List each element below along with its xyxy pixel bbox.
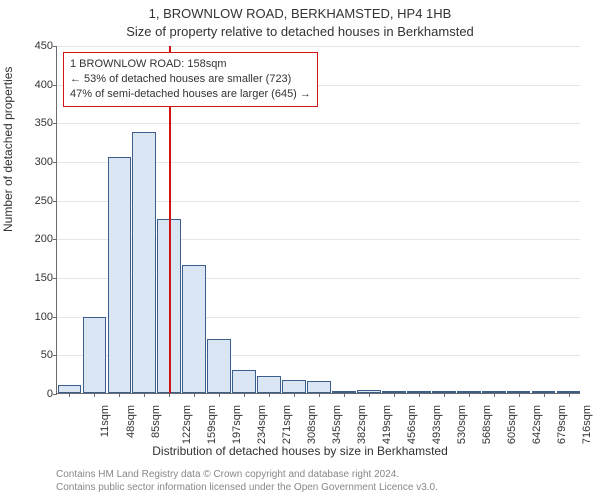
histogram-bar <box>307 381 331 393</box>
x-tick-mark <box>194 393 195 397</box>
x-tick-mark <box>544 393 545 397</box>
y-tick-label: 300 <box>17 156 57 168</box>
title-line-1: 1, BROWNLOW ROAD, BERKHAMSTED, HP4 1HB <box>0 6 600 21</box>
x-tick-label: 679sqm <box>556 405 568 444</box>
x-tick-label: 308sqm <box>306 405 318 444</box>
y-tick-label: 50 <box>17 349 57 361</box>
gridline <box>57 46 580 47</box>
x-tick-mark <box>494 393 495 397</box>
plot-area: 05010015020025030035040045011sqm48sqm85s… <box>56 46 580 394</box>
histogram-bar <box>83 317 107 393</box>
x-tick-mark <box>319 393 320 397</box>
credits-line-1: Contains HM Land Registry data © Crown c… <box>56 468 438 481</box>
x-tick-label: 419sqm <box>381 405 393 444</box>
x-tick-label: 382sqm <box>356 405 368 444</box>
x-tick-mark <box>69 393 70 397</box>
x-tick-label: 271sqm <box>281 405 293 444</box>
x-tick-mark <box>394 393 395 397</box>
x-tick-mark <box>419 393 420 397</box>
y-tick-label: 100 <box>17 311 57 323</box>
x-tick-label: 48sqm <box>125 405 137 438</box>
x-tick-label: 456sqm <box>406 405 418 444</box>
x-tick-label: 716sqm <box>581 405 593 444</box>
x-tick-label: 605sqm <box>506 405 518 444</box>
x-tick-mark <box>219 393 220 397</box>
x-tick-label: 493sqm <box>431 405 443 444</box>
info-line-3: 47% of semi-detached houses are larger (… <box>70 87 311 102</box>
histogram-bar <box>232 370 256 393</box>
x-tick-label: 568sqm <box>481 405 493 444</box>
credits-line-2: Contains public sector information licen… <box>56 481 438 494</box>
x-tick-label: 197sqm <box>231 405 243 444</box>
y-tick-label: 150 <box>17 272 57 284</box>
y-tick-label: 400 <box>17 79 57 91</box>
x-tick-mark <box>144 393 145 397</box>
x-tick-mark <box>444 393 445 397</box>
x-tick-label: 642sqm <box>531 405 543 444</box>
x-tick-label: 85sqm <box>150 405 162 438</box>
x-tick-label: 122sqm <box>181 405 193 444</box>
x-tick-mark <box>294 393 295 397</box>
x-tick-label: 234sqm <box>256 405 268 444</box>
x-tick-mark <box>469 393 470 397</box>
title-line-2: Size of property relative to detached ho… <box>0 24 600 39</box>
y-tick-label: 350 <box>17 117 57 129</box>
y-tick-label: 200 <box>17 233 57 245</box>
x-tick-mark <box>244 393 245 397</box>
x-tick-label: 345sqm <box>331 405 343 444</box>
info-line-1: 1 BROWNLOW ROAD: 158sqm <box>70 57 311 72</box>
histogram-bar <box>108 157 132 393</box>
x-tick-mark <box>94 393 95 397</box>
x-tick-mark <box>269 393 270 397</box>
x-tick-mark <box>519 393 520 397</box>
x-tick-mark <box>344 393 345 397</box>
x-tick-mark <box>169 393 170 397</box>
gridline <box>57 123 580 124</box>
x-tick-label: 11sqm <box>100 405 112 437</box>
x-tick-mark <box>569 393 570 397</box>
info-line-2: ← 53% of detached houses are smaller (72… <box>70 72 311 87</box>
x-tick-mark <box>119 393 120 397</box>
y-axis-label: Number of detached properties <box>1 67 15 232</box>
chart-container: 1, BROWNLOW ROAD, BERKHAMSTED, HP4 1HB S… <box>0 0 600 500</box>
marker-info-box: 1 BROWNLOW ROAD: 158sqm ← 53% of detache… <box>63 52 318 107</box>
histogram-bar <box>257 376 281 393</box>
x-tick-mark <box>369 393 370 397</box>
x-tick-label: 159sqm <box>206 405 218 444</box>
histogram-bar <box>282 380 306 393</box>
y-tick-label: 450 <box>17 40 57 52</box>
x-tick-label: 530sqm <box>456 405 468 444</box>
histogram-bar <box>58 385 82 393</box>
y-tick-label: 0 <box>17 388 57 400</box>
y-tick-label: 250 <box>17 195 57 207</box>
histogram-bar <box>207 339 231 393</box>
x-axis-label: Distribution of detached houses by size … <box>0 444 600 458</box>
histogram-bar <box>182 265 206 393</box>
histogram-bar <box>132 132 156 393</box>
credits: Contains HM Land Registry data © Crown c… <box>56 468 438 494</box>
